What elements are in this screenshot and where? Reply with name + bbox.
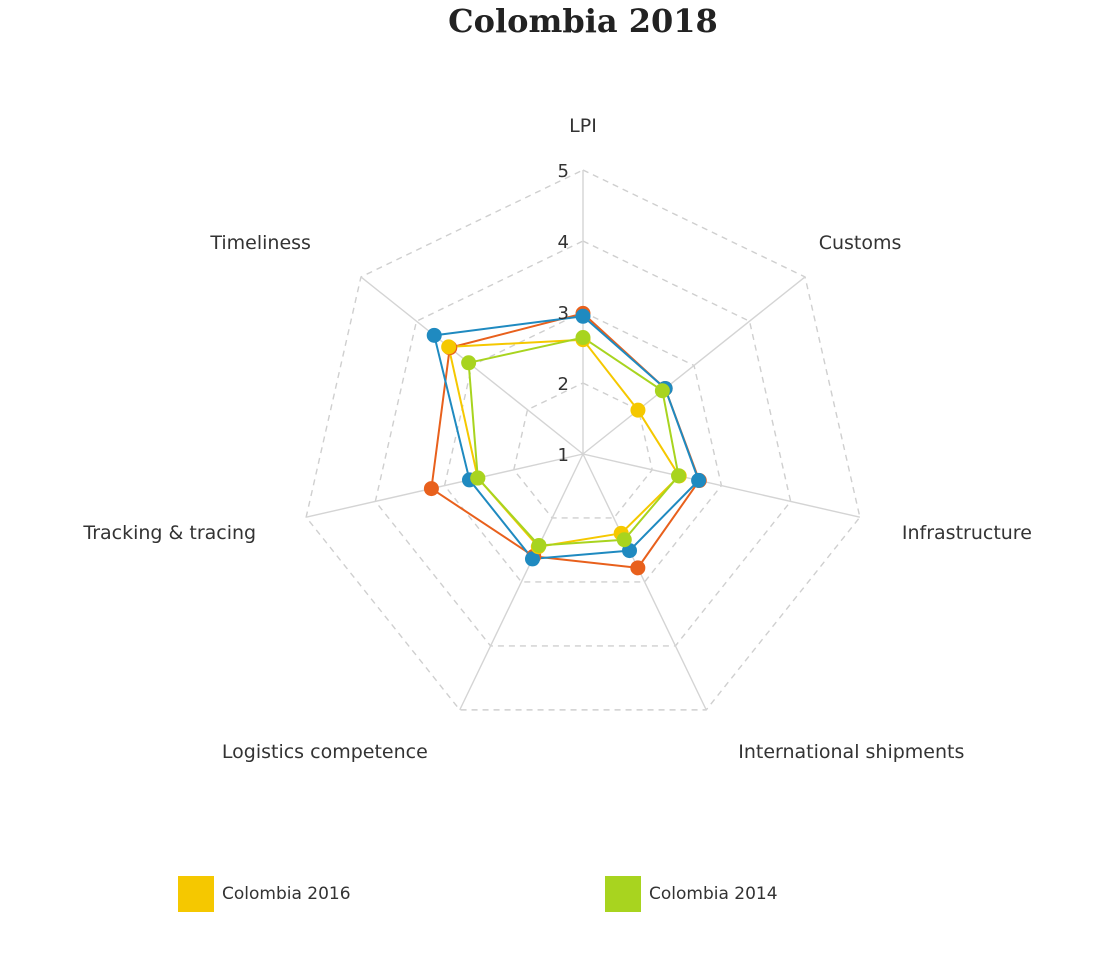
radar-labels: 1 2 3 4 5 LPI Customs Infrastructure Internation… bbox=[82, 115, 1032, 763]
axis-spoke bbox=[459, 453, 584, 711]
data-point bbox=[461, 355, 477, 371]
radar-series bbox=[423, 305, 707, 576]
data-point bbox=[470, 470, 486, 486]
axis-spoke bbox=[582, 453, 861, 518]
data-point bbox=[691, 472, 707, 488]
axis-label: Logistics competence bbox=[222, 741, 428, 763]
axis-spoke bbox=[305, 453, 584, 518]
grid-ring bbox=[374, 240, 792, 647]
axis-spoke bbox=[582, 453, 707, 711]
legend-item-colombia-2016[interactable]: Colombia 2016 bbox=[178, 876, 351, 912]
tick-label: 2 bbox=[558, 374, 569, 395]
data-point bbox=[423, 481, 439, 497]
tick-label: 3 bbox=[558, 303, 569, 324]
legend-swatch bbox=[605, 876, 641, 912]
series-line bbox=[433, 315, 700, 560]
chart-title: Colombia 2018 bbox=[448, 2, 718, 40]
legend-item-colombia-2014[interactable]: Colombia 2014 bbox=[605, 876, 778, 912]
legend-swatch bbox=[178, 876, 214, 912]
data-point bbox=[426, 327, 442, 343]
data-point bbox=[441, 339, 457, 355]
data-point bbox=[575, 330, 591, 346]
axis-label: Timeliness bbox=[209, 232, 311, 254]
series-line bbox=[467, 336, 680, 547]
axis-label: Infrastructure bbox=[902, 522, 1032, 544]
axis-label: Tracking & tracing bbox=[82, 522, 256, 544]
legend-label: Colombia 2016 bbox=[222, 884, 351, 904]
axis-label: Customs bbox=[819, 232, 902, 254]
grid-ring bbox=[443, 311, 723, 583]
data-point bbox=[616, 532, 632, 548]
data-point bbox=[654, 383, 670, 399]
radar-grid bbox=[305, 169, 861, 711]
tick-label: 1 bbox=[558, 445, 569, 466]
data-point bbox=[630, 402, 646, 418]
series-line bbox=[447, 338, 681, 548]
radar-axes bbox=[305, 170, 861, 711]
axis-label: LPI bbox=[569, 115, 597, 137]
data-point bbox=[524, 551, 540, 567]
data-point bbox=[531, 537, 547, 553]
data-point bbox=[630, 560, 646, 576]
tick-label: 4 bbox=[558, 232, 569, 253]
legend-label: Colombia 2014 bbox=[649, 884, 778, 904]
data-point bbox=[671, 468, 687, 484]
grid-ring bbox=[513, 382, 653, 519]
tick-label: 5 bbox=[558, 161, 569, 182]
grid-ring bbox=[305, 169, 861, 711]
axis-spoke bbox=[582, 276, 806, 455]
axis-label: International shipments bbox=[738, 741, 964, 763]
data-point bbox=[575, 308, 591, 324]
